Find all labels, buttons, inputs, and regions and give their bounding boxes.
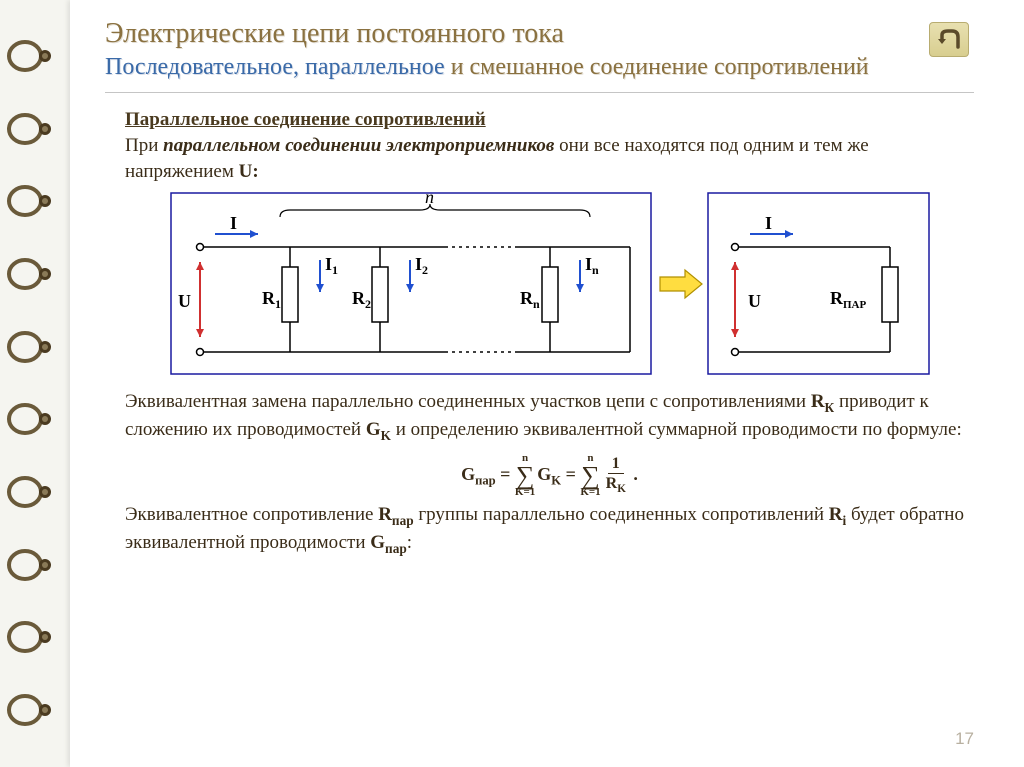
title-line2-brown: и смешанное соединение сопротивлений — [445, 54, 869, 80]
paragraph-3: Эквивалентное сопротивление Rпар группы … — [125, 502, 974, 557]
ring — [5, 475, 60, 510]
page-content: Электрические цепи постоянного тока Посл… — [70, 0, 1024, 767]
label-I: I — [230, 213, 237, 233]
ring — [5, 112, 60, 147]
divider — [105, 92, 974, 93]
paragraph-1: При параллельном соединении электроприем… — [125, 133, 974, 184]
ring — [5, 693, 60, 728]
svg-text:U: U — [748, 291, 761, 311]
ring — [5, 184, 60, 219]
label-U: U — [178, 291, 191, 311]
back-button[interactable] — [929, 22, 969, 57]
ring — [5, 39, 60, 74]
ring — [5, 330, 60, 365]
transform-arrow-icon — [660, 270, 702, 298]
page-number: 17 — [955, 729, 974, 749]
section-subtitle: Параллельное соединение сопротивлений — [125, 107, 974, 133]
ring — [5, 548, 60, 583]
body-text: Параллельное соединение сопротивлений Пр… — [105, 107, 974, 557]
circuit-diagram: I U n R1 I1 R — [170, 192, 930, 375]
ring — [5, 402, 60, 437]
title-line1: Электрические цепи постоянного тока — [105, 18, 974, 50]
label-n: n — [425, 192, 434, 207]
formula: Gпар = n∑K=1 GK = n∑K=1 1 RK . — [125, 453, 974, 498]
page-title: Электрические цепи постоянного тока Посл… — [105, 18, 974, 82]
title-line2-blue: Последовательное, параллельное — [105, 54, 445, 80]
paragraph-2: Эквивалентная замена параллельно соедине… — [125, 389, 974, 444]
ring — [5, 620, 60, 655]
u-turn-icon — [936, 29, 962, 51]
ring — [5, 257, 60, 292]
spiral-binding — [0, 0, 70, 767]
svg-text:I: I — [765, 213, 772, 233]
